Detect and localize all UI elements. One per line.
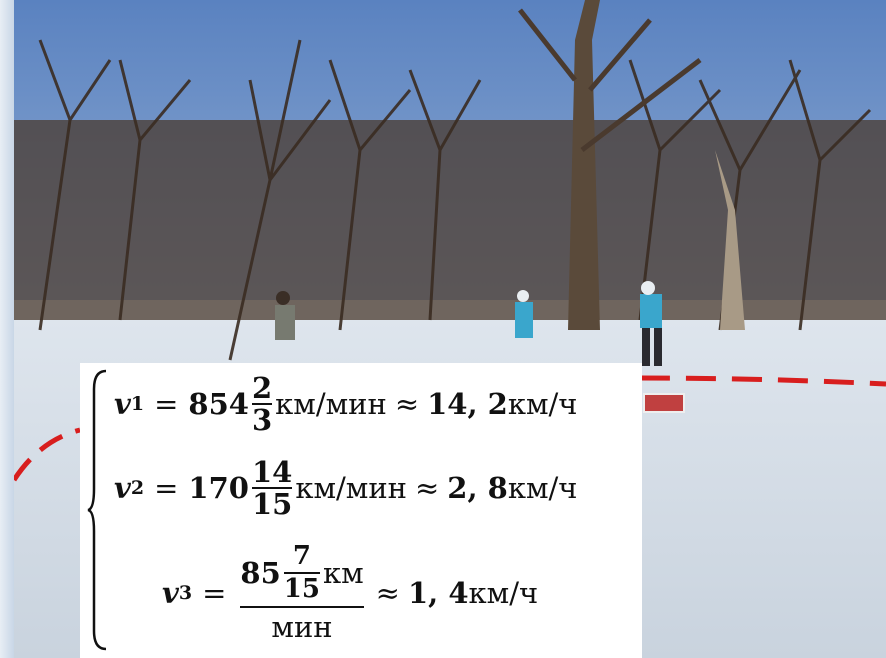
v1-sub: 1 bbox=[130, 393, 145, 416]
v3-whole: 85 bbox=[240, 556, 281, 591]
v1-result-unit: км/ч bbox=[507, 387, 578, 422]
v2-whole: 170 bbox=[188, 471, 249, 506]
v3-inner-fraction: 7 15 bbox=[283, 541, 320, 605]
v3-unit-bottom: мин bbox=[271, 609, 333, 644]
v3-var: v bbox=[162, 576, 179, 611]
v3-eq: = bbox=[202, 576, 227, 611]
v2-approx: ≈ bbox=[414, 471, 440, 506]
v1-approx: ≈ bbox=[394, 387, 420, 422]
left-frame-edge bbox=[0, 0, 14, 658]
v1-eq: = bbox=[154, 387, 179, 422]
v3-fraction: 85 7 15 км мин bbox=[240, 541, 364, 644]
v3-unit-top: км bbox=[322, 556, 364, 591]
v1-frac-num: 2 bbox=[251, 371, 273, 405]
v1-frac-den: 3 bbox=[251, 403, 273, 438]
v2-result-unit: км/ч bbox=[507, 471, 578, 506]
v2-result: 2, 8 bbox=[447, 471, 508, 506]
v1-result: 14, 2 bbox=[427, 387, 508, 422]
v2-var: v bbox=[114, 471, 131, 506]
v3-result: 1, 4 bbox=[407, 576, 469, 611]
v1-var: v bbox=[114, 387, 131, 422]
v2-sub: 2 bbox=[130, 477, 145, 500]
v3-frac-den: 15 bbox=[283, 574, 320, 605]
v1-whole: 854 bbox=[188, 387, 249, 422]
v1-unit: км/мин bbox=[275, 387, 387, 422]
v3-approx: ≈ bbox=[375, 576, 400, 611]
v2-fraction: 14 15 bbox=[251, 455, 293, 522]
v1-fraction: 2 3 bbox=[251, 371, 273, 438]
v3-result-unit: км/ч bbox=[468, 576, 539, 611]
v2-eq: = bbox=[154, 471, 179, 506]
v3-sub: 3 bbox=[178, 582, 193, 605]
v3-frac-num: 7 bbox=[292, 541, 311, 571]
system-brace bbox=[87, 369, 107, 651]
v2-frac-den: 15 bbox=[251, 487, 293, 522]
v2-unit: км/мин bbox=[295, 471, 407, 506]
v2-frac-num: 14 bbox=[251, 455, 293, 489]
